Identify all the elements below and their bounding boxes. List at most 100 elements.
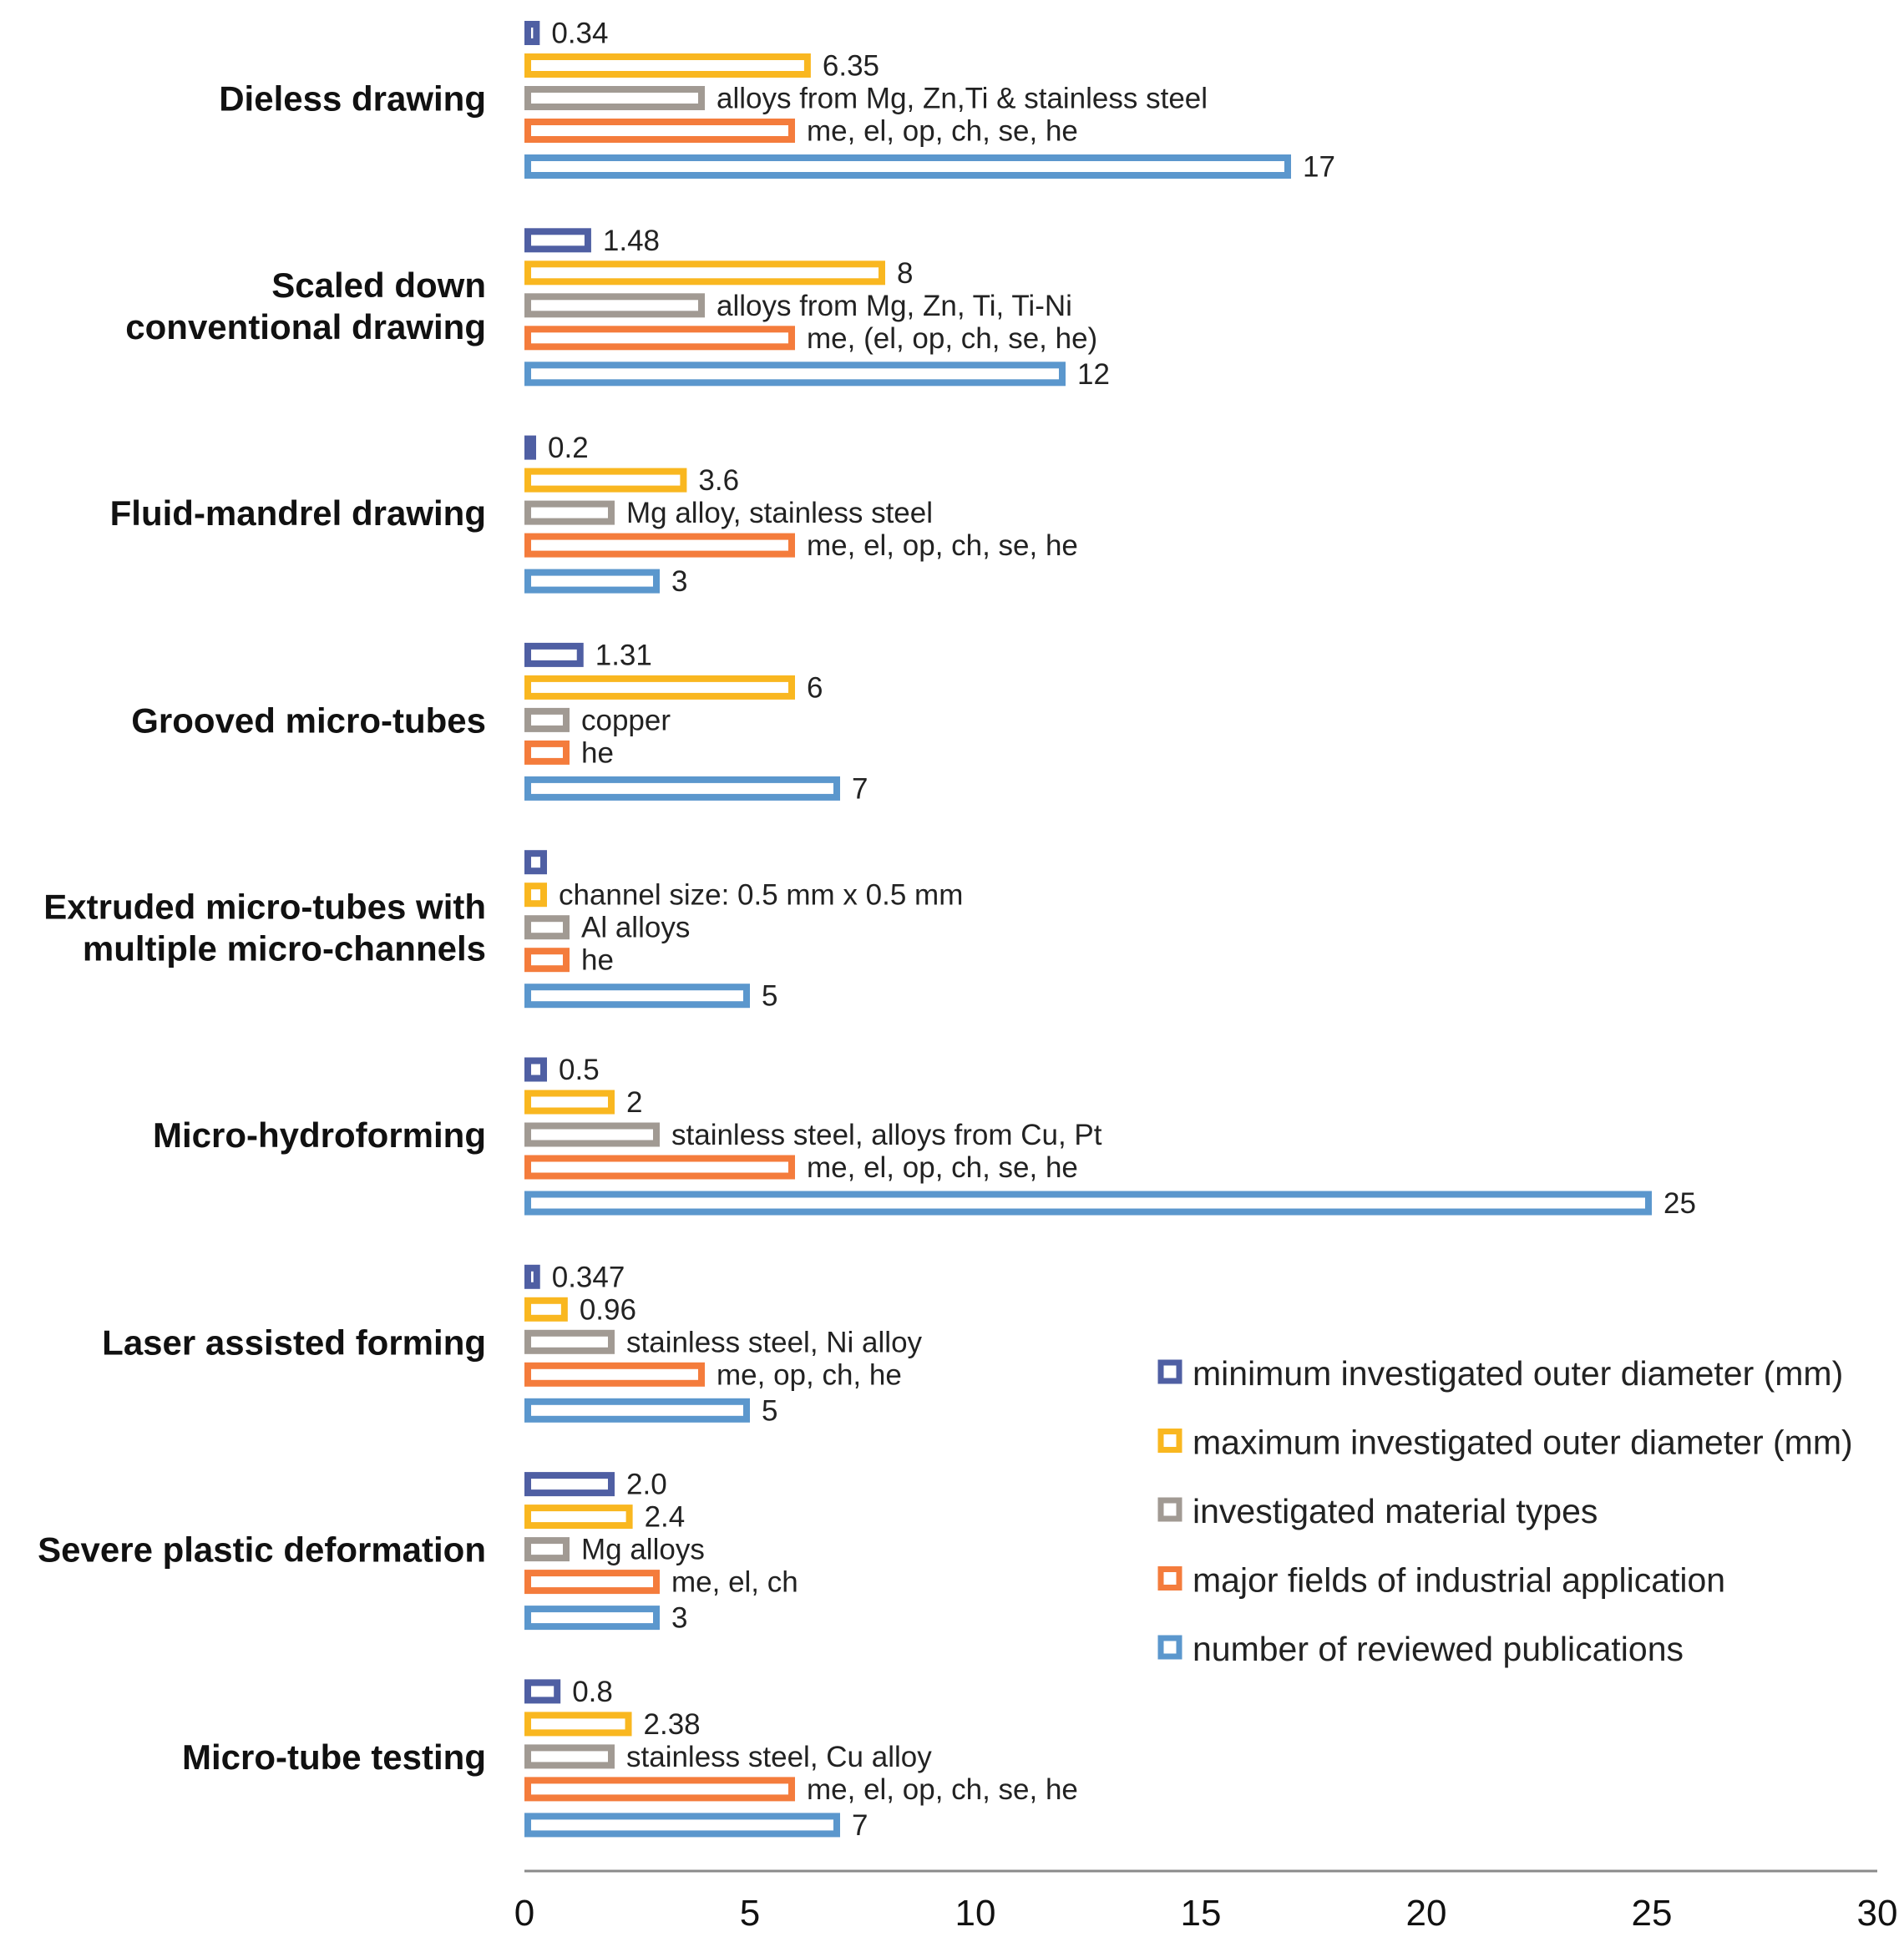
bar-data-label: me, el, op, ch, se, he xyxy=(807,1773,1078,1806)
bar-data-label: stainless steel, alloys from Cu, Pt xyxy=(671,1119,1102,1151)
bar-data-label: 25 xyxy=(1663,1187,1696,1220)
legend-swatch xyxy=(1157,1497,1182,1522)
bar xyxy=(524,1813,840,1838)
bar xyxy=(524,533,795,558)
bar-data-label: 6.35 xyxy=(823,50,879,83)
bar xyxy=(524,1537,570,1562)
bar-data-label: alloys from Mg, Zn, Ti, Ti-Ni xyxy=(717,290,1072,322)
bar xyxy=(524,21,540,45)
bar xyxy=(524,1297,568,1322)
bar-data-label: 5 xyxy=(762,980,777,1013)
bar-data-label: 2.38 xyxy=(644,1708,701,1741)
bar-data-label: 12 xyxy=(1077,358,1110,391)
bar xyxy=(524,1679,561,1704)
bar xyxy=(524,1191,1652,1216)
bar-data-label: me, el, op, ch, se, he xyxy=(807,529,1078,562)
bar xyxy=(524,1570,660,1595)
x-tick-label: 10 xyxy=(955,1893,996,1934)
x-tick-label: 5 xyxy=(740,1893,760,1934)
bar xyxy=(524,119,795,143)
bar xyxy=(524,1398,750,1423)
category-label: Scaled down xyxy=(271,266,486,305)
bar xyxy=(524,776,840,801)
bar-data-label: 0.347 xyxy=(552,1261,625,1293)
x-tick-label: 30 xyxy=(1857,1893,1898,1934)
bar xyxy=(524,468,687,493)
category-label: Dieless drawing xyxy=(219,79,486,119)
bar xyxy=(524,707,570,732)
legend-swatch xyxy=(1157,1566,1182,1591)
bar-data-label: he xyxy=(581,736,614,769)
legend-label: maximum investigated outer diameter (mm) xyxy=(1193,1424,1853,1462)
bar-data-label: Mg alloy, stainless steel xyxy=(626,497,933,529)
bar-data-label: 3 xyxy=(671,565,687,598)
bar-data-label: 17 xyxy=(1303,151,1335,184)
bar-data-label: 0.34 xyxy=(551,18,608,50)
bar-data-label: Mg alloys xyxy=(581,1534,705,1566)
bar xyxy=(524,228,591,253)
legend-label: minimum investigated outer diameter (mm) xyxy=(1193,1354,1843,1393)
category-label: Micro-tube testing xyxy=(182,1737,486,1777)
bar xyxy=(524,154,1291,179)
bar-data-label: he xyxy=(581,944,614,977)
bar xyxy=(524,1712,632,1737)
bar-data-label: me, (el, op, ch, se, he) xyxy=(807,322,1097,355)
bar-data-label: me, el, op, ch, se, he xyxy=(807,1151,1078,1184)
bar-data-label: 5 xyxy=(762,1394,777,1427)
bar xyxy=(524,293,705,318)
bar-data-label: 0.96 xyxy=(580,1293,636,1326)
bar-data-label: 2.4 xyxy=(645,1501,686,1534)
bar xyxy=(524,1264,540,1289)
bar-data-label: 0.8 xyxy=(572,1676,613,1708)
bar xyxy=(524,642,584,667)
category-label: conventional drawing xyxy=(125,307,486,346)
bar xyxy=(524,675,795,700)
bar xyxy=(524,948,570,973)
bar xyxy=(524,1777,795,1802)
bar xyxy=(524,362,1066,387)
category-label: Extruded micro-tubes with xyxy=(43,888,486,927)
bar-data-label: 2 xyxy=(626,1086,642,1119)
bar xyxy=(524,500,615,525)
bar xyxy=(524,915,570,940)
category-label: Grooved micro-tubes xyxy=(131,700,486,740)
bar-data-label: 7 xyxy=(852,772,868,805)
legend: minimum investigated outer diameter (mm)… xyxy=(1157,1354,1853,1668)
bar-group: 0.5 2 stainless steel, alloys from Cu, Ptm… xyxy=(524,1054,1696,1220)
bar-data-label: 3 xyxy=(671,1602,687,1635)
bar xyxy=(524,326,795,351)
bar-data-label: copper xyxy=(581,704,671,736)
bar xyxy=(524,435,536,460)
category-label: Severe plastic deformation xyxy=(38,1530,486,1570)
bar-data-label: 3.6 xyxy=(698,464,739,497)
bar-data-label: me, el, ch xyxy=(671,1566,798,1599)
bar-data-label: 7 xyxy=(852,1809,868,1842)
bar xyxy=(524,850,547,875)
x-tick-label: 25 xyxy=(1632,1893,1673,1934)
bar xyxy=(524,1505,633,1530)
x-tick-label: 15 xyxy=(1181,1893,1222,1934)
bar xyxy=(524,1155,795,1180)
category-label: Laser assisted forming xyxy=(102,1322,486,1362)
bar-data-label: stainless steel, Ni alloy xyxy=(626,1326,923,1358)
bar-data-label: 1.31 xyxy=(595,639,652,671)
bar-data-label: Al alloys xyxy=(581,912,690,944)
bar xyxy=(524,1057,547,1082)
bar-data-label: 8 xyxy=(897,257,913,290)
bar xyxy=(524,1090,615,1115)
legend-swatch xyxy=(1157,1359,1182,1384)
bar-data-label: 0.2 xyxy=(548,432,589,464)
bar-data-label: channel size: 0.5 mm x 0.5 mm xyxy=(559,879,963,912)
bar xyxy=(524,984,750,1009)
bar xyxy=(524,882,547,908)
bar xyxy=(524,1472,615,1497)
category-label: multiple micro-channels xyxy=(83,929,486,968)
